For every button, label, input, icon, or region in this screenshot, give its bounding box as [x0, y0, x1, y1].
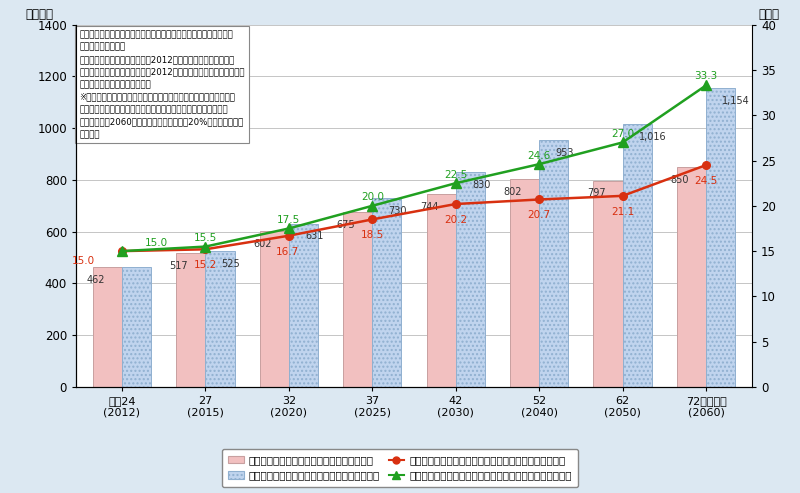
Text: 953: 953	[555, 148, 574, 158]
Bar	[539, 141, 568, 387]
Text: 27.0: 27.0	[611, 129, 634, 139]
Bar	[426, 194, 456, 387]
Text: 1,016: 1,016	[639, 132, 666, 142]
Text: 525: 525	[222, 259, 240, 269]
Text: 長期の縦断的な認知症の有病率調査を行っている福岡県久山町研究
データに基づいた、
・各年齢層の認知症有病率が、2012年以降一定と仮定した場合
・各年齢層の認知: 長期の縦断的な認知症の有病率調査を行っている福岡県久山町研究 データに基づいた、…	[79, 30, 245, 139]
Text: 15.0: 15.0	[72, 256, 95, 266]
Text: 17.5: 17.5	[277, 215, 301, 225]
Bar	[622, 124, 652, 387]
Text: 21.1: 21.1	[611, 207, 634, 217]
Bar	[677, 167, 706, 387]
Bar	[372, 198, 402, 387]
Text: 33.3: 33.3	[694, 71, 718, 81]
Text: 20.2: 20.2	[444, 215, 467, 225]
Text: 22.5: 22.5	[444, 170, 467, 179]
Text: 24.6: 24.6	[527, 150, 551, 161]
Text: 16.7: 16.7	[275, 246, 298, 256]
Text: 830: 830	[472, 180, 490, 190]
Text: 797: 797	[587, 188, 606, 199]
Bar	[456, 172, 485, 387]
Text: 1,154: 1,154	[722, 96, 750, 106]
Bar	[343, 212, 372, 387]
Text: 602: 602	[254, 239, 272, 249]
Text: （％）: （％）	[758, 8, 780, 21]
Bar	[510, 179, 539, 387]
Text: 675: 675	[337, 220, 355, 230]
Text: 15.2: 15.2	[194, 260, 217, 270]
Bar	[176, 253, 206, 387]
Bar	[206, 251, 234, 387]
Bar	[93, 267, 122, 387]
Legend: 各年齢の認知症有病率が一定の場合（人数）, 各年齢の認知症有病率が上昇する場合（人数）, 各年齢の認知症有病率が一定の場合（率）（右目盛り）, 各年齢の認知症有: 各年齢の認知症有病率が一定の場合（人数）, 各年齢の認知症有病率が上昇する場合（…	[222, 449, 578, 487]
Bar	[289, 224, 318, 387]
Text: 744: 744	[420, 202, 438, 212]
Text: 15.0: 15.0	[146, 239, 168, 248]
Text: 730: 730	[389, 206, 407, 216]
Text: 631: 631	[305, 231, 323, 242]
Text: 517: 517	[170, 261, 188, 271]
Text: （万人）: （万人）	[26, 8, 54, 21]
Text: 850: 850	[670, 175, 689, 185]
Text: 20.0: 20.0	[361, 192, 384, 202]
Text: 20.7: 20.7	[528, 211, 550, 220]
Bar	[260, 231, 289, 387]
Text: 802: 802	[503, 187, 522, 197]
Bar	[594, 181, 622, 387]
Text: 15.5: 15.5	[194, 233, 217, 243]
Text: 24.5: 24.5	[694, 176, 718, 186]
Text: 18.5: 18.5	[361, 230, 384, 240]
Text: 462: 462	[86, 275, 105, 285]
Bar	[122, 267, 151, 387]
Bar	[706, 88, 735, 387]
